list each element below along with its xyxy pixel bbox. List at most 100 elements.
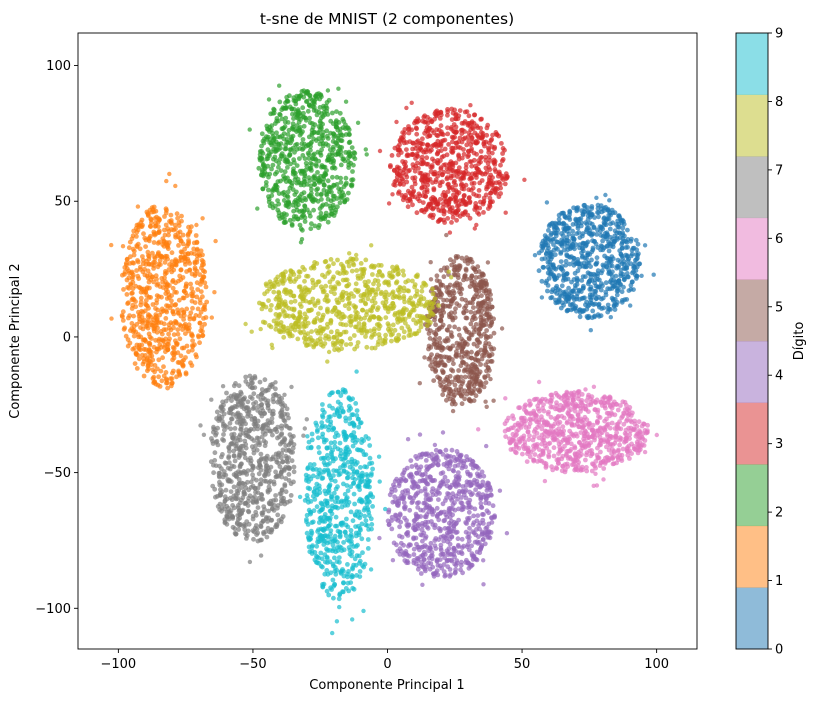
point	[277, 216, 283, 221]
point	[476, 523, 481, 528]
point	[389, 153, 395, 158]
point	[621, 421, 627, 427]
point	[654, 432, 659, 438]
point	[452, 134, 458, 140]
point	[437, 196, 443, 202]
point	[457, 198, 463, 204]
point	[420, 538, 425, 544]
point	[471, 305, 476, 310]
point	[580, 308, 585, 313]
point	[465, 212, 471, 218]
point	[584, 264, 589, 270]
point	[310, 152, 316, 158]
point	[462, 305, 467, 311]
point	[587, 230, 593, 236]
point	[445, 393, 451, 399]
point	[466, 138, 472, 144]
point	[198, 309, 204, 315]
point	[463, 483, 469, 488]
point	[440, 132, 446, 138]
point	[334, 174, 340, 180]
point	[444, 514, 450, 520]
point	[326, 184, 332, 190]
point	[588, 264, 593, 269]
point	[558, 440, 564, 445]
point	[404, 105, 409, 111]
point	[635, 441, 640, 447]
cluster-digit-3	[377, 100, 527, 235]
point	[414, 210, 420, 216]
point	[536, 268, 542, 274]
point	[502, 421, 508, 427]
point	[132, 361, 138, 366]
point	[453, 530, 459, 535]
point	[625, 258, 631, 263]
point	[583, 302, 588, 308]
point	[423, 514, 429, 520]
point	[160, 338, 166, 343]
point	[282, 216, 287, 222]
point	[576, 288, 582, 294]
point	[475, 294, 481, 300]
point	[412, 120, 417, 126]
point	[390, 558, 396, 563]
point	[599, 403, 605, 408]
point	[452, 561, 458, 567]
point	[396, 152, 401, 158]
point	[288, 140, 293, 146]
point	[459, 551, 465, 557]
point	[620, 399, 626, 405]
point	[476, 534, 481, 540]
point	[550, 404, 555, 410]
point	[459, 155, 465, 161]
point	[311, 129, 317, 135]
point	[463, 182, 469, 188]
point	[320, 135, 326, 141]
point	[597, 277, 602, 283]
point	[340, 125, 346, 130]
point	[475, 337, 481, 343]
point	[177, 273, 183, 279]
point	[591, 271, 597, 277]
point	[267, 153, 272, 159]
point	[607, 226, 613, 232]
point	[614, 426, 620, 432]
point	[130, 260, 136, 266]
point	[595, 202, 601, 208]
point	[475, 169, 481, 175]
point	[294, 180, 300, 186]
point	[508, 447, 514, 452]
point	[163, 206, 169, 212]
point	[453, 130, 458, 136]
point	[209, 315, 214, 320]
point	[427, 149, 433, 154]
point	[596, 442, 602, 448]
point	[616, 213, 621, 219]
point	[297, 168, 303, 174]
point	[272, 171, 278, 177]
point	[138, 299, 144, 305]
point	[579, 443, 584, 448]
point	[558, 251, 564, 256]
point	[258, 172, 264, 178]
point	[144, 273, 150, 279]
point	[469, 355, 474, 361]
point	[452, 392, 457, 398]
point	[490, 503, 496, 509]
point	[466, 561, 472, 567]
point	[338, 187, 344, 192]
point	[418, 532, 424, 538]
point	[153, 273, 159, 279]
point	[396, 483, 402, 489]
point	[472, 506, 478, 512]
point	[485, 305, 490, 311]
point	[651, 272, 656, 277]
point	[570, 228, 575, 234]
point	[593, 261, 599, 267]
point	[487, 368, 492, 373]
point	[561, 405, 567, 411]
point	[165, 246, 171, 252]
point	[157, 228, 162, 234]
point	[133, 350, 139, 356]
point	[462, 109, 468, 115]
